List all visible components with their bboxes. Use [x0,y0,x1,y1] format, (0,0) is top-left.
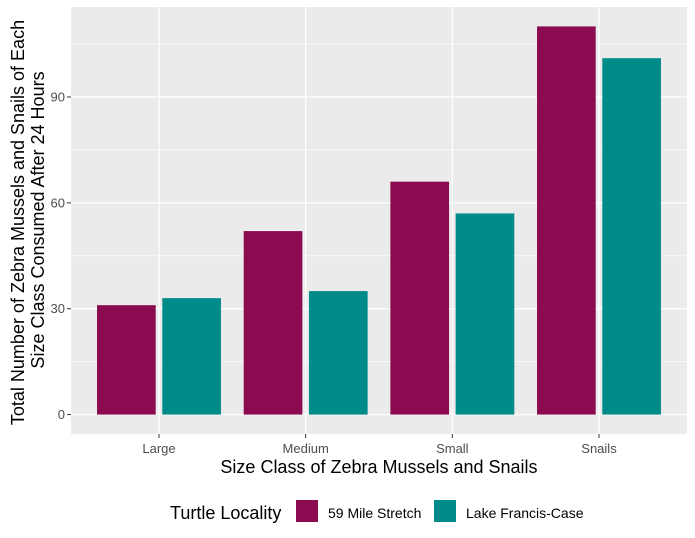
x-tick-label: Small [436,441,469,456]
bar [308,291,368,415]
bar [243,231,303,415]
x-tick-label: Snails [581,441,617,456]
y-tick-label: 0 [58,407,65,422]
bars [97,26,661,415]
legend-label-lake-francis-case: Lake Francis-Case [466,505,584,521]
bar [162,298,221,415]
y-tick-label: 30 [51,301,65,316]
x-axis: Large Medium Small Snails [142,434,617,456]
bar [390,181,450,415]
bar [97,305,156,415]
x-axis-title: Size Class of Zebra Mussels and Snails [220,457,537,477]
y-tick-label: 60 [51,195,65,210]
legend-label-59-mile-stretch: 59 Mile Stretch [328,505,421,521]
bar [537,26,596,415]
bar [455,213,515,415]
y-tick-label: 90 [51,89,65,104]
x-tick-label: Large [142,441,175,456]
legend-swatch-59-mile-stretch [296,500,318,522]
legend: Turtle Locality 59 Mile Stretch Lake Fra… [170,500,584,523]
x-tick-label: Medium [283,441,329,456]
y-axis: 0 30 60 90 [51,89,71,422]
legend-title: Turtle Locality [170,503,281,523]
y-axis-title-line-2: Size Class Consumed After 24 Hours [28,71,48,368]
legend-swatch-lake-francis-case [434,500,456,522]
y-axis-title-line-1: Total Number of Zebra Mussels and Snails… [8,20,28,425]
y-axis-title: Total Number of Zebra Mussels and Snails… [8,15,48,425]
bar [602,58,661,415]
